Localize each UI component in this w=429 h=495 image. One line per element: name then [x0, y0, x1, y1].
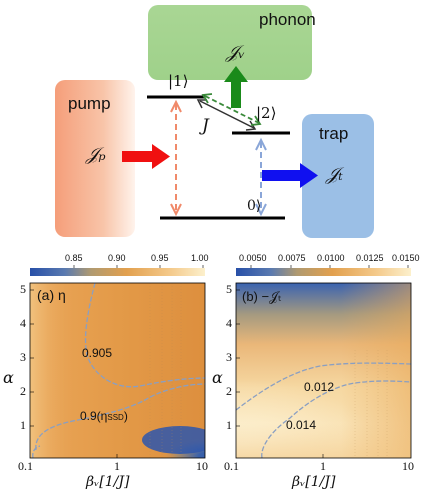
x-tick-b: 10	[402, 459, 414, 473]
colorbar-b-tick: 0.0150	[392, 253, 420, 263]
y-axis-label-b: α	[212, 368, 223, 387]
x-tick-a: 0.1	[18, 459, 33, 473]
flux-t-label: 𝒥ₜ	[326, 164, 343, 185]
phonon-flux-arrow	[231, 80, 241, 108]
colorbar-a-tick: 0.85	[65, 253, 83, 263]
y-tick-b: 5	[226, 282, 232, 296]
energy-diagram: phonon pump trap |1⟩ |2⟩ 0⟩ J 𝒥ᵥ 𝒥ₚ 𝒥ₜ	[55, 5, 374, 238]
x-tick-a: 10	[196, 459, 208, 473]
level-0-label: 0⟩	[247, 198, 262, 214]
contour-label-09-ssd: 0.9(ηSSD)	[80, 409, 128, 423]
colorbar-a-tick: 0.95	[151, 253, 169, 263]
colorbar-b	[236, 268, 411, 276]
y-axis-label-a: α	[3, 368, 14, 387]
y-tick-a: 4	[20, 316, 26, 330]
contour-label-0014: 0.014	[286, 418, 317, 432]
phonon-box	[148, 5, 312, 80]
trap-label: trap	[319, 124, 349, 143]
flux-p-label: 𝒥ₚ	[86, 144, 106, 165]
x-axis-label-a: βᵥ[1/J]	[86, 474, 130, 490]
coupling-arrow	[199, 100, 255, 129]
y-tick-a: 5	[20, 282, 26, 296]
x-tick-a: 1	[114, 459, 120, 473]
trap-box	[302, 114, 374, 238]
level-1-label: |1⟩	[168, 72, 189, 90]
colorbar-b-tick: 0.0075	[278, 253, 306, 263]
x-tick-b: 1	[320, 459, 326, 473]
panel-b	[235, 265, 412, 459]
y-tick-b: 4	[226, 316, 232, 330]
y-tick-a: 1	[20, 418, 26, 432]
panel-b-label: (b) −𝒥ₜ	[242, 289, 282, 304]
colorbar-a	[30, 268, 205, 276]
pump-flux-arrow	[122, 151, 154, 162]
y-tick-b: 3	[226, 350, 232, 364]
panel-a-label: (a) η	[37, 287, 66, 303]
colorbar-b-tick: 0.0125	[356, 253, 384, 263]
colorbar-a-tick: 0.90	[108, 253, 126, 263]
trap-flux-arrow	[262, 170, 302, 181]
colorbar-b-tick: 0.0050	[239, 253, 267, 263]
contour-label-0012: 0.012	[304, 380, 335, 394]
colorbar-b-tick: 0.0100	[317, 253, 345, 263]
colorbar-a-tick: 1.00	[191, 253, 209, 263]
flux-v-label: 𝒥ᵥ	[226, 42, 246, 63]
y-tick-b: 2	[226, 384, 232, 398]
panel-a	[29, 265, 206, 459]
phonon-label: phonon	[259, 10, 316, 29]
x-axis-label-b: βᵥ[1/J]	[292, 474, 336, 490]
pump-label: pump	[68, 94, 111, 113]
y-tick-a: 3	[20, 350, 26, 364]
coupling-label: J	[202, 116, 209, 136]
contour-label-0905: 0.905	[82, 346, 113, 360]
pump-box	[55, 80, 135, 237]
y-tick-b: 1	[226, 418, 232, 432]
y-tick-a: 2	[20, 384, 26, 398]
heatmap-panels	[29, 265, 412, 459]
x-tick-b: 0.1	[224, 459, 239, 473]
level-2-label: |2⟩	[256, 104, 277, 122]
